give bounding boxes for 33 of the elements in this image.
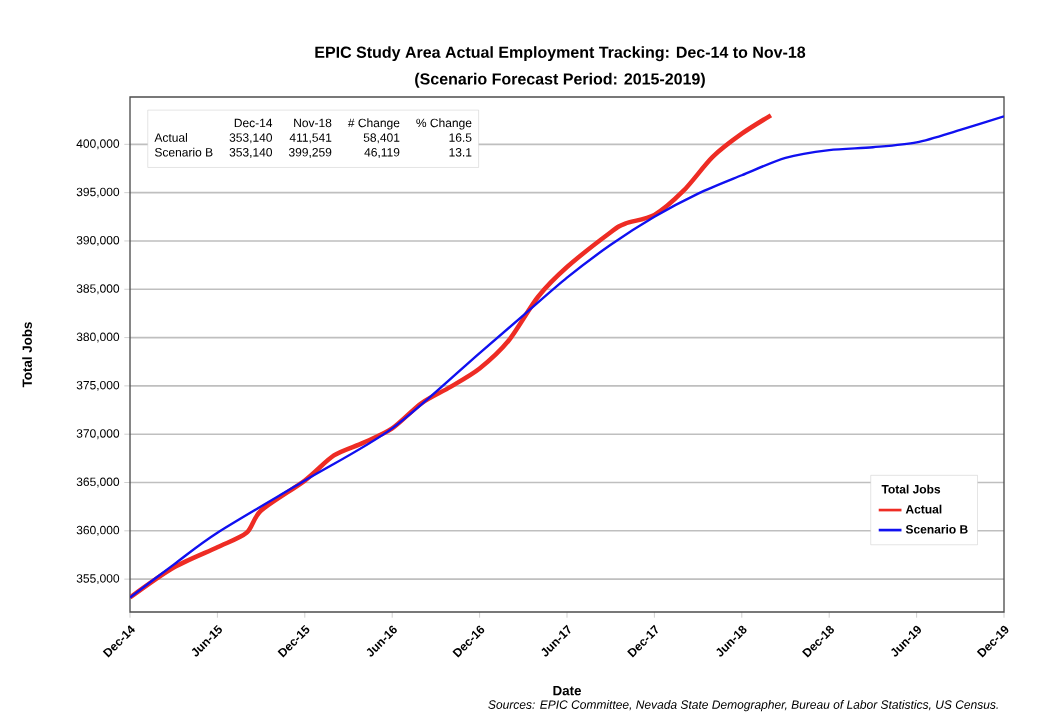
- annotation: 353,140: [229, 133, 273, 144]
- legend-title: Total Jobs: [881, 484, 941, 494]
- annotation: Dec-14: [234, 118, 273, 128]
- y-axis-title: Total Jobs: [22, 322, 32, 388]
- annotation: 13.1: [449, 148, 472, 157]
- legend-label: Scenario B: [905, 524, 968, 534]
- y-tick-label: 390,000: [76, 235, 120, 246]
- y-tick-label: 395,000: [76, 187, 120, 198]
- y-tick-label: 375,000: [76, 380, 120, 391]
- annotation: % Change: [416, 118, 472, 130]
- y-tick-label: 380,000: [76, 332, 120, 343]
- annotation: 58,401: [363, 133, 400, 144]
- source-note: Sources: EPIC Committee, Nevada State Demographer, Bureau of Labor Statistics, US Census.: [488, 700, 998, 712]
- annotation: Actual: [154, 133, 187, 142]
- y-tick-label: 400,000: [76, 139, 120, 150]
- annotation: 399,259: [288, 148, 332, 158]
- annotation: 353,140: [229, 148, 273, 158]
- annotation: 411,541: [289, 133, 332, 144]
- y-tick-label: 355,000: [76, 574, 120, 585]
- annotation: Nov-18: [294, 118, 332, 128]
- chart-subtitle: (Scenario Forecast Period: 2015-2019): [415, 72, 705, 88]
- y-tick-label: 365,000: [76, 477, 120, 488]
- x-axis-title: Date: [553, 686, 581, 696]
- annotation: 46,119: [364, 148, 400, 158]
- line-series: [130, 115, 1004, 599]
- chart-title: EPIC Study Area Actual Employment Tracking: Dec-14 to Nov-18: [315, 46, 806, 62]
- annotation: # Change: [347, 118, 400, 130]
- annotation: Scenario B: [154, 147, 213, 157]
- annotation: 16.5: [449, 133, 472, 142]
- legend-label: Actual: [905, 504, 942, 514]
- y-tick-label: 385,000: [76, 284, 120, 295]
- y-tick-label: 360,000: [76, 525, 120, 536]
- y-tick-label: 370,000: [76, 429, 120, 440]
